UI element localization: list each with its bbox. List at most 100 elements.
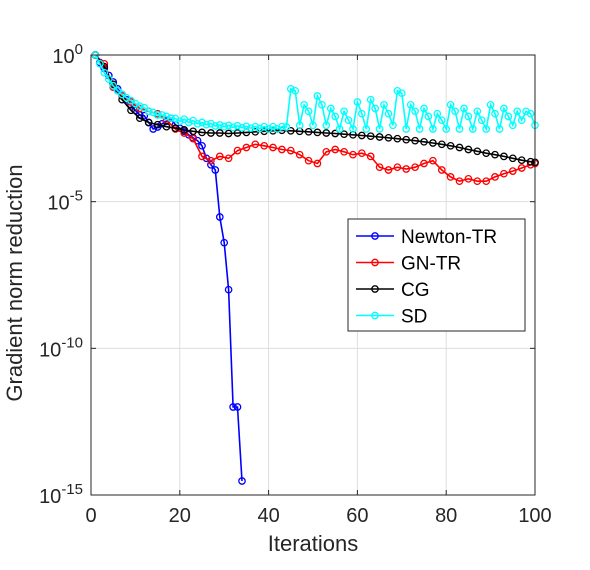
- data-point-sd: [491, 109, 499, 118]
- x-tick-label: 100: [518, 505, 551, 527]
- data-point-cg: [340, 130, 348, 139]
- legend-swatch-marker: [371, 258, 379, 267]
- data-point-cg: [180, 126, 189, 134]
- data-point-gn-tr: [331, 145, 340, 154]
- legend-swatch-marker: [371, 232, 379, 240]
- data-point-cg: [526, 157, 535, 166]
- data-point-sd: [198, 118, 206, 127]
- data-point-sd: [113, 86, 122, 95]
- data-point-gn-tr: [278, 145, 286, 154]
- data-point-gn-tr: [349, 150, 357, 159]
- data-point-sd: [96, 59, 104, 68]
- legend-item-sd: SD: [356, 307, 427, 328]
- data-point-sd: [309, 121, 317, 130]
- data-point-sd: [313, 92, 322, 100]
- data-point-cg: [189, 127, 197, 136]
- data-point-gn-tr: [207, 156, 215, 165]
- data-point-gn-tr: [286, 146, 295, 155]
- series-line-sd: [94, 54, 536, 132]
- data-point-sd: [273, 125, 282, 133]
- legend-swatch-marker: [371, 285, 379, 293]
- data-point-cg: [304, 127, 313, 136]
- data-point-sd: [344, 116, 353, 125]
- data-point-sd: [318, 100, 326, 109]
- data-point-sd: [411, 107, 419, 116]
- data-point-sd: [442, 125, 451, 133]
- data-point-cg: [224, 129, 233, 138]
- data-point-sd: [104, 75, 113, 84]
- data-point-sd: [193, 119, 202, 128]
- data-point-sd: [300, 100, 308, 109]
- y-axis-label: Gradient norm reduction: [2, 164, 27, 401]
- data-point-cg: [171, 124, 180, 133]
- data-point-newton-tr: [220, 238, 229, 247]
- data-point-cg: [482, 149, 491, 158]
- data-point-sd: [353, 98, 362, 106]
- data-point-gn-tr: [304, 156, 313, 165]
- data-point-sd: [340, 107, 348, 116]
- data-point-sd: [233, 121, 242, 130]
- data-point-sd: [500, 104, 508, 113]
- data-point-sd: [286, 85, 295, 93]
- x-axis-label: Iterations: [268, 531, 359, 556]
- data-point-gn-tr: [437, 166, 446, 174]
- data-point-sd: [175, 117, 184, 126]
- data-point-sd: [220, 122, 229, 131]
- data-point-sd: [224, 121, 233, 130]
- data-point-sd: [429, 125, 437, 133]
- legend-label: CG: [401, 280, 430, 301]
- data-point-newton-tr: [238, 477, 246, 485]
- legend-label: SD: [401, 307, 427, 328]
- data-point-cg: [455, 143, 464, 152]
- data-point-sd: [397, 89, 406, 98]
- data-point-cg: [207, 129, 215, 137]
- data-point-cg: [198, 128, 206, 137]
- series-sd: [91, 51, 539, 133]
- data-point-sd: [282, 123, 291, 131]
- y-tick-label: 10-15: [39, 481, 83, 508]
- data-point-cg: [508, 154, 517, 163]
- data-point-sd: [202, 120, 211, 129]
- data-point-sd: [451, 107, 459, 116]
- data-point-sd: [326, 104, 335, 113]
- data-point-sd: [153, 111, 162, 119]
- data-point-sd: [184, 118, 193, 127]
- data-point-cg: [118, 95, 126, 104]
- data-point-gn-tr: [420, 159, 428, 168]
- data-point-newton-tr: [215, 213, 224, 221]
- data-point-gn-tr: [366, 152, 375, 161]
- data-point-cg: [331, 129, 340, 138]
- data-point-cg: [286, 126, 295, 135]
- data-point-newton-tr: [224, 285, 233, 294]
- legend-item-cg: CG: [356, 280, 430, 301]
- data-point-sd: [455, 125, 464, 133]
- data-point-gn-tr: [215, 152, 224, 161]
- data-point-gn-tr: [517, 164, 526, 172]
- data-point-sd: [242, 122, 251, 131]
- data-point-sd: [420, 104, 428, 113]
- data-point-sd: [357, 109, 366, 118]
- data-point-sd: [477, 116, 486, 125]
- data-point-sd: [291, 86, 300, 95]
- data-point-gn-tr: [357, 149, 366, 158]
- data-point-gn-tr: [508, 167, 517, 175]
- data-point-sd: [468, 125, 477, 133]
- data-point-newton-tr: [149, 125, 158, 133]
- data-point-gn-tr: [295, 150, 304, 159]
- data-point-sd: [246, 124, 255, 133]
- data-point-gn-tr: [429, 156, 437, 165]
- legend: Newton-TR GN-TR CG SD: [347, 218, 526, 332]
- data-point-newton-tr: [211, 166, 220, 174]
- plot-frame: [90, 54, 536, 496]
- x-tick-label: 40: [257, 505, 279, 527]
- data-point-gn-tr: [473, 177, 482, 186]
- data-point-gn-tr: [322, 147, 331, 156]
- data-point-cg: [135, 114, 144, 123]
- data-point-cg: [500, 152, 508, 161]
- data-point-sd: [215, 121, 224, 129]
- data-point-sd: [526, 109, 535, 118]
- data-point-sd: [331, 112, 340, 121]
- data-point-gn-tr: [269, 143, 277, 152]
- data-point-sd: [389, 121, 397, 130]
- data-point-sd: [255, 124, 264, 133]
